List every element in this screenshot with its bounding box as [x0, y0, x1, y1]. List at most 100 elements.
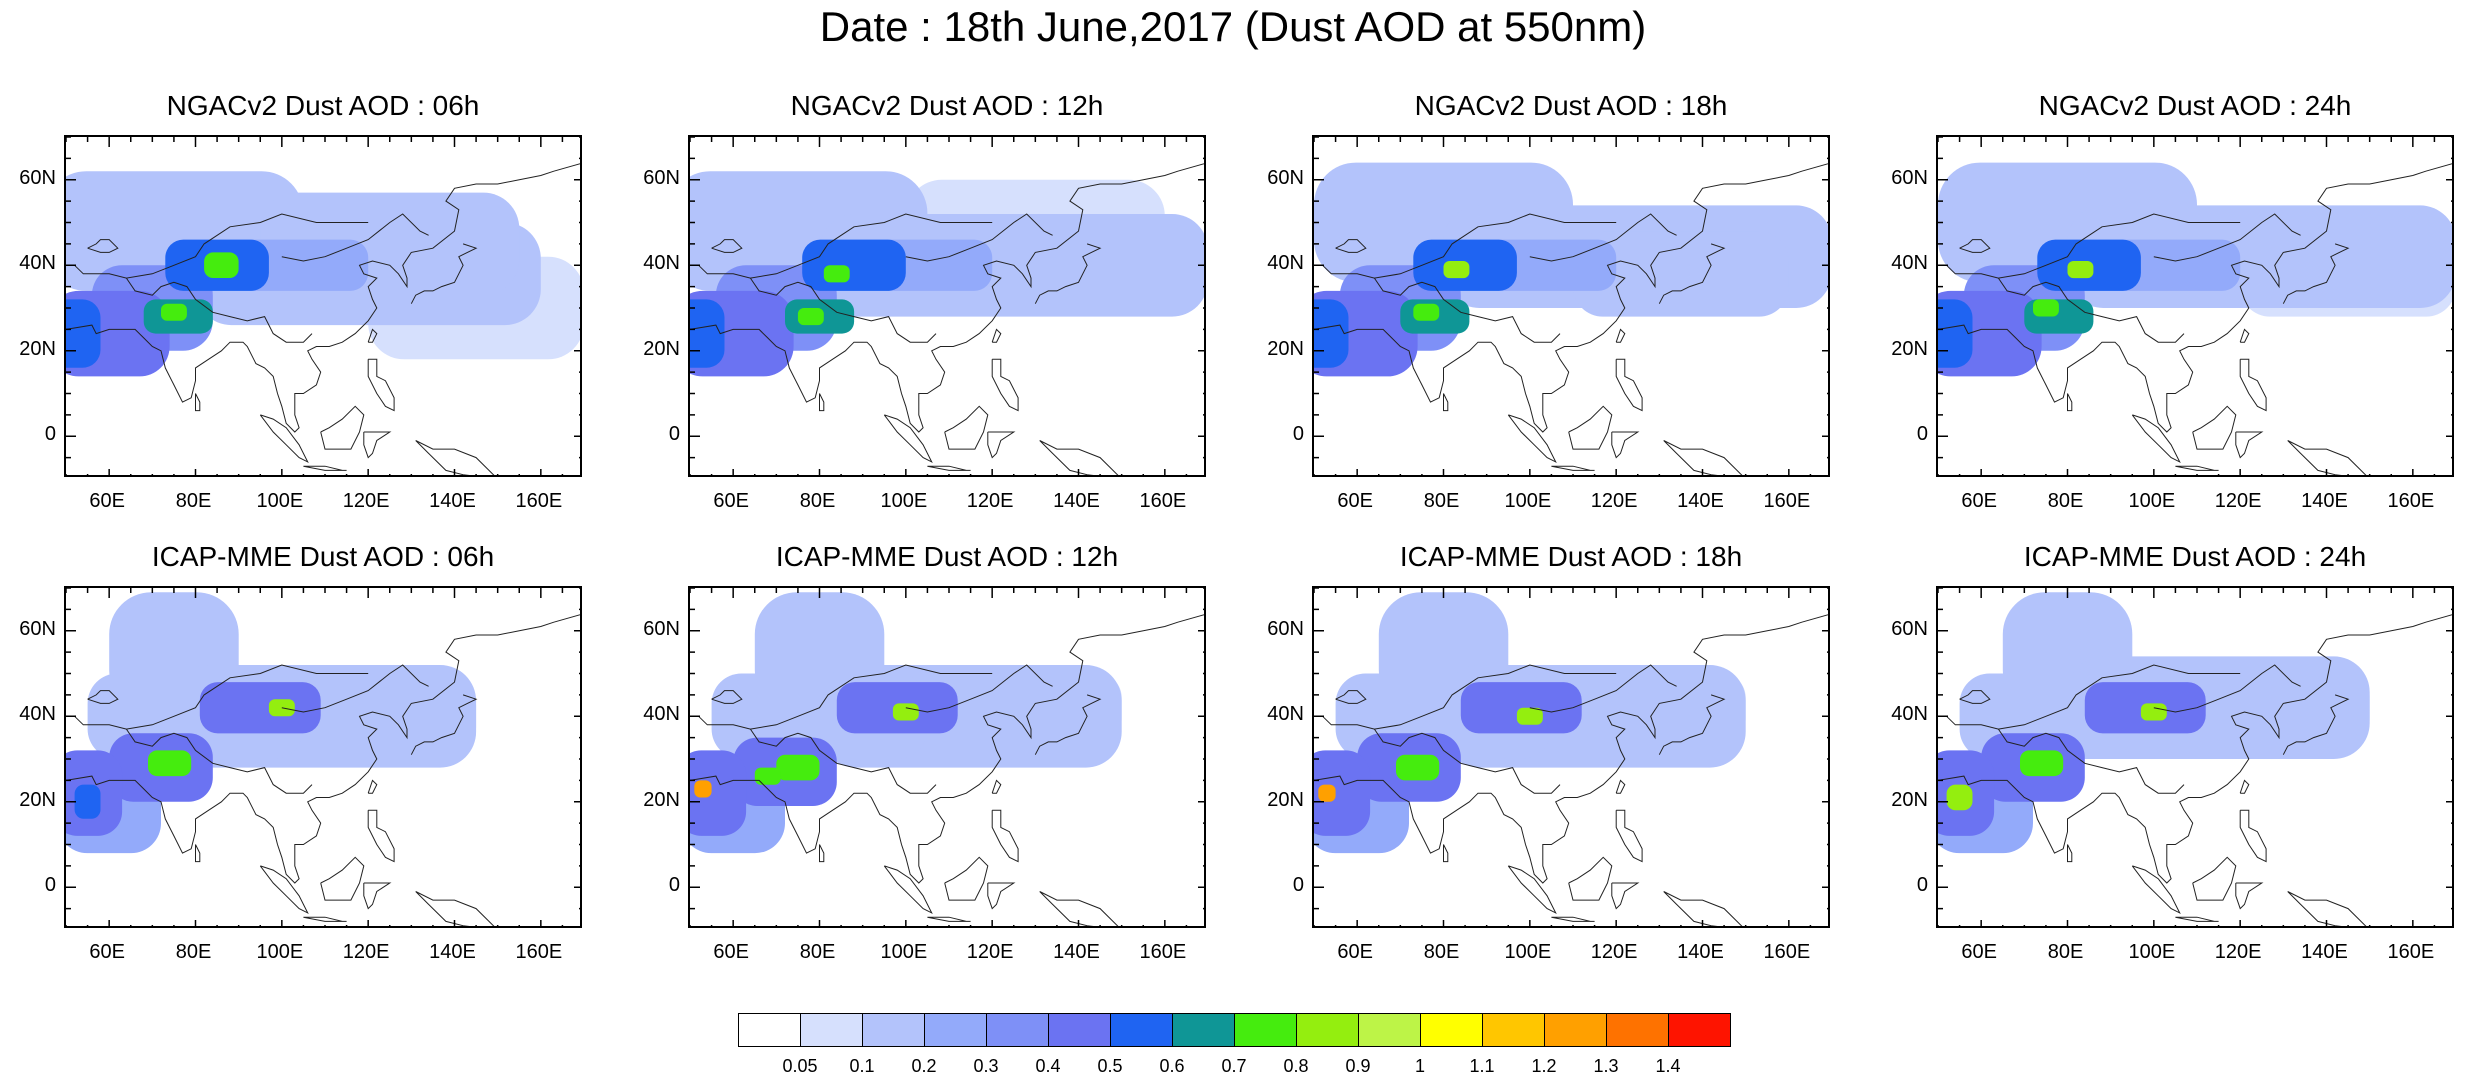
coastline	[367, 809, 395, 863]
y-tick-label: 20N	[1891, 337, 1928, 360]
map-plot-area	[64, 586, 582, 928]
y-tick-label: 20N	[1891, 788, 1928, 811]
coastline	[2175, 465, 2219, 471]
colorbar-swatch	[1606, 1013, 1669, 1047]
coastline	[367, 328, 378, 343]
y-tick-label: 60N	[19, 166, 56, 189]
colorbar-label: 1.3	[1593, 1056, 1619, 1076]
colorbar-label: 0.5	[1097, 1056, 1123, 1076]
coastline	[1615, 809, 1643, 863]
colorbar-swatch	[1048, 1013, 1111, 1047]
map-plot-area	[688, 586, 1206, 928]
colorbar-swatch	[1234, 1013, 1297, 1047]
coastline	[2131, 414, 2181, 464]
x-tick-label: 80E	[799, 941, 836, 963]
panel-title: NGACv2 Dust AOD : 06h	[166, 90, 480, 121]
colorbar-label: 1	[1414, 1056, 1425, 1076]
aod-cell	[1460, 682, 1582, 734]
coastline	[363, 431, 392, 459]
coastline	[2235, 431, 2264, 459]
coastline	[1551, 465, 1595, 471]
aod-cell	[74, 784, 101, 819]
map-panel: NGACv2 Dust AOD : 12h 60N 40N 20N 0 60E 80E 100…	[643, 90, 1206, 517]
coastline	[991, 358, 1019, 412]
coastline	[927, 465, 971, 471]
dust-aod-map	[66, 137, 580, 475]
x-tick-label: 60E	[89, 941, 125, 963]
x-tick-label: 80E	[1423, 941, 1460, 963]
colorbar-swatch	[1110, 1013, 1173, 1047]
coastline	[819, 844, 825, 863]
x-tick-label: 160E	[515, 941, 563, 963]
x-tick-label: 140E	[1053, 490, 1100, 512]
coastline	[2175, 916, 2219, 922]
y-tick-label: 60N	[1267, 617, 1304, 640]
y-tick-label: 20N	[1267, 788, 1304, 811]
y-tick-label: 20N	[19, 788, 56, 811]
y-tick-label: 40N	[19, 252, 56, 275]
dust-aod-map	[1314, 137, 1828, 475]
coastline	[944, 856, 989, 901]
coastline	[2239, 328, 2250, 343]
colorbar-label: 1.2	[1531, 1056, 1557, 1076]
y-tick-label: 40N	[1891, 252, 1928, 275]
aod-cell	[1314, 750, 1371, 836]
coastline	[320, 856, 365, 901]
aod-cell	[1938, 299, 1973, 368]
panel-title: ICAP-MME Dust AOD : 18h	[1399, 541, 1743, 572]
x-tick-label: 120E	[342, 941, 390, 963]
y-tick-label: 0	[1292, 874, 1304, 897]
map-plot-area	[688, 135, 1206, 477]
y-tick-label: 0	[1292, 423, 1304, 446]
coastline	[1039, 440, 1119, 475]
y-tick-label: 20N	[643, 788, 680, 811]
y-tick-label: 0	[1916, 423, 1928, 446]
colorbar-swatch	[986, 1013, 1049, 1047]
coastline	[2287, 440, 2367, 475]
y-tick-label: 60N	[19, 617, 56, 640]
coastline	[259, 865, 309, 915]
coastline	[2287, 891, 2367, 926]
coastline	[1658, 694, 1726, 755]
colorbar-label: 0.3	[973, 1056, 999, 1076]
coastline	[1938, 163, 2452, 433]
aod-cell	[690, 750, 747, 836]
colorbar-swatch	[862, 1013, 925, 1047]
coastline	[1959, 690, 1991, 704]
aod-cell	[892, 703, 919, 721]
y-tick-label: 0	[1916, 874, 1928, 897]
coastline	[698, 664, 993, 730]
coastline	[1314, 614, 1828, 884]
aod-cell	[2067, 261, 2094, 279]
panel-title: NGACv2 Dust AOD : 12h	[790, 90, 1104, 121]
coastline	[2239, 809, 2267, 863]
coastline	[1611, 882, 1640, 910]
coastline	[749, 728, 937, 794]
coastline	[1611, 431, 1640, 459]
x-tick-label: 160E	[2387, 490, 2435, 512]
coastline	[1615, 358, 1643, 412]
coastline	[2239, 779, 2250, 794]
x-tick-label: 160E	[2387, 941, 2435, 963]
y-tick-label: 20N	[643, 337, 680, 360]
aod-cell	[690, 299, 725, 368]
coastline	[1615, 328, 1626, 343]
colorbar-swatch	[1668, 1013, 1731, 1047]
aod-cell	[823, 265, 850, 283]
coastline	[991, 779, 1002, 794]
x-tick-label: 100E	[880, 490, 928, 512]
coastline	[991, 328, 1002, 343]
x-tick-label: 100E	[256, 941, 304, 963]
coastline	[698, 213, 993, 279]
x-tick-label: 80E	[799, 490, 836, 512]
x-tick-label: 160E	[1139, 490, 1187, 512]
coastline	[711, 239, 743, 253]
dust-aod-map	[690, 588, 1204, 926]
coastline	[2153, 213, 2301, 262]
y-tick-label: 40N	[1267, 703, 1304, 726]
map-panel: ICAP-MME Dust AOD : 24h 60N 40N 20N 0 60E 80E 1…	[1891, 543, 2454, 968]
x-tick-label: 140E	[1677, 941, 1724, 963]
coastline	[1663, 891, 1743, 926]
x-tick-label: 140E	[1677, 490, 1724, 512]
dust-aod-map	[66, 588, 580, 926]
